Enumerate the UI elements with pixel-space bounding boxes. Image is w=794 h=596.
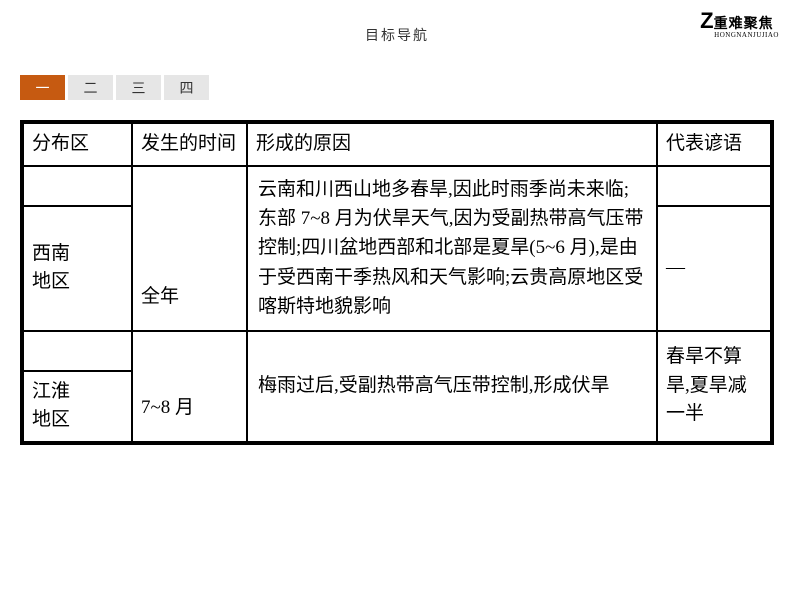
tab-two[interactable]: 二 xyxy=(68,75,113,100)
region-cell: 江淮地区 xyxy=(22,371,132,443)
cause-cell: 云南和川西山地多春旱,因此时雨季尚未来临;东部 7~8 月为伏旱天气,因为受副热… xyxy=(247,166,657,331)
empty-cell xyxy=(22,331,132,371)
tab-four[interactable]: 四 xyxy=(164,75,209,100)
proverb-cell: 春旱不算旱,夏旱减一半 xyxy=(657,331,772,443)
logo-z-letter: Z xyxy=(700,8,713,34)
time-cell: 7~8 月 xyxy=(132,331,247,443)
header-cause: 形成的原因 xyxy=(247,122,657,166)
empty-cell xyxy=(657,166,772,206)
table-header-row: 分布区 发生的时间 形成的原因 代表谚语 xyxy=(22,122,772,166)
header-region: 分布区 xyxy=(22,122,132,166)
proverb-text: 春旱不算旱,夏旱减一半 xyxy=(666,346,747,424)
tab-three[interactable]: 三 xyxy=(116,75,161,100)
empty-cell xyxy=(22,166,132,206)
center-title: 目标导航 xyxy=(365,25,429,45)
table-row: 7~8 月 梅雨过后,受副热带高气压带控制,形成伏旱 春旱不算旱,夏旱减一半 xyxy=(22,331,772,371)
page-header: 目标导航 Z 重难聚焦 HONGNANJUJIAO xyxy=(0,0,794,50)
logo-pinyin: HONGNANJUJIAO xyxy=(714,31,779,39)
table-container: 分布区 发生的时间 形成的原因 代表谚语 全年 云南和川西山地多春旱,因此时雨季… xyxy=(20,120,774,445)
region-cell: 西南地区 xyxy=(22,206,132,331)
header-proverb: 代表谚语 xyxy=(657,122,772,166)
corner-logo: Z 重难聚焦 HONGNANJUJIAO xyxy=(700,8,779,39)
content-table: 分布区 发生的时间 形成的原因 代表谚语 全年 云南和川西山地多春旱,因此时雨季… xyxy=(20,120,774,445)
logo-chinese: 重难聚焦 xyxy=(714,13,774,33)
region-text: 江淮地区 xyxy=(32,381,70,431)
time-cell: 全年 xyxy=(132,166,247,331)
region-text: 西南地区 xyxy=(32,240,70,297)
tab-one[interactable]: 一 xyxy=(20,75,65,100)
proverb-cell: — xyxy=(657,206,772,331)
tab-bar: 一 二 三 四 xyxy=(20,75,794,100)
header-time: 发生的时间 xyxy=(132,122,247,166)
cause-cell: 梅雨过后,受副热带高气压带控制,形成伏旱 xyxy=(247,331,657,443)
table-row: 全年 云南和川西山地多春旱,因此时雨季尚未来临;东部 7~8 月为伏旱天气,因为… xyxy=(22,166,772,206)
